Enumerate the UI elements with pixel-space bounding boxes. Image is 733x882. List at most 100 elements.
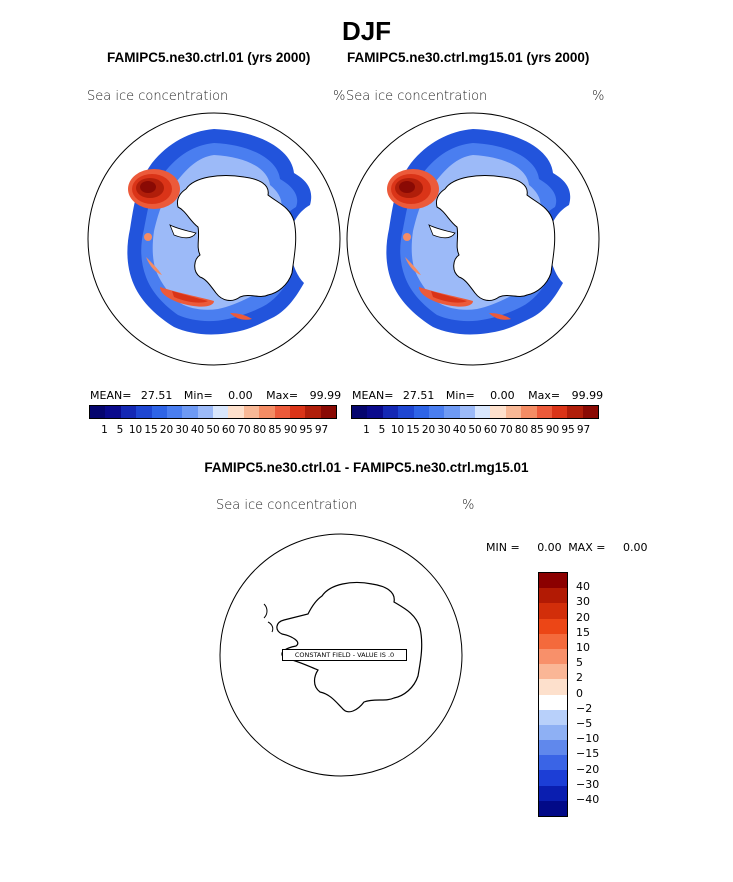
colorbar-bin <box>539 800 567 816</box>
colorbar-bin <box>151 406 167 418</box>
colorbar-bin <box>428 406 445 418</box>
colorbar-tick-label: 70 <box>499 424 513 436</box>
colorbar-tick-label: 0 <box>576 686 583 700</box>
left-mean-label: MEAN= <box>90 389 132 402</box>
colorbar-bin <box>136 406 152 418</box>
colorbar-bin <box>243 406 260 418</box>
colorbar-tick-label: −5 <box>576 717 593 730</box>
difference-title: FAMIPC5.ne30.ctrl.01 - FAMIPC5.ne30.ctrl… <box>204 460 529 475</box>
colorbar-tick-label: 10 <box>128 424 143 436</box>
colorbar-tick-label: 20 <box>576 610 590 624</box>
right-panel-case-title: FAMIPC5.ne30.ctrl.mg15.01 (yrs 2000) <box>347 50 590 65</box>
colorbar-tick-label: 2 <box>576 671 583 685</box>
colorbar-bin <box>539 679 567 695</box>
colorbar-tick-label: 20 <box>421 424 436 436</box>
colorbar-bin <box>320 406 336 418</box>
colorbar-tick-label: 85 <box>268 424 282 436</box>
colorbar-bin <box>539 740 567 756</box>
colorbar-bin <box>197 406 213 418</box>
colorbar-bin <box>582 406 598 418</box>
colorbar-bin <box>539 603 567 619</box>
colorbar-bin <box>536 406 552 418</box>
colorbar-tick-label: 10 <box>390 424 405 436</box>
colorbar-bin <box>213 406 229 418</box>
right-variable-label: Sea ice concentration <box>346 89 488 104</box>
left-min-label: Min= <box>183 389 213 402</box>
colorbar-tick-label: −40 <box>576 793 600 806</box>
colorbar-tick-label: 97 <box>576 424 591 436</box>
left-units-label: % <box>333 89 346 104</box>
colorbar-bin <box>182 406 198 418</box>
colorbar-bin <box>305 406 321 418</box>
colorbar-bin <box>228 406 244 418</box>
colorbar-bin <box>490 406 506 418</box>
colorbar-bin <box>166 406 183 418</box>
left-panel-case-title: FAMIPC5.ne30.ctrl.01 (yrs 2000) <box>107 50 311 65</box>
colorbar-tick-label: 15 <box>576 625 590 639</box>
colorbar-tick-label: 80 <box>514 424 529 436</box>
left-stats: MEAN= 27.51 Min= 0.00 Max= 99.99 <box>90 389 341 402</box>
left-variable-label: Sea ice concentration <box>87 89 229 104</box>
colorbar-bin <box>539 785 567 801</box>
colorbar-tick-label: 95 <box>561 424 575 436</box>
right-sea-ice-map <box>346 112 600 366</box>
colorbar-tick-label: 40 <box>576 580 590 594</box>
colorbar-tick-label: 80 <box>252 424 267 436</box>
left-max-value: 99.99 <box>309 389 342 402</box>
left-sea-ice-map <box>87 112 341 366</box>
colorbar-tick-label: 40 <box>452 424 467 436</box>
colorbar-bin <box>90 406 106 418</box>
right-min-value: 0.00 <box>490 389 515 402</box>
colorbar-bin <box>352 406 368 418</box>
colorbar-tick-label: 30 <box>576 595 590 609</box>
left-mean-value: 27.51 <box>140 389 173 402</box>
right-min-label: Min= <box>445 389 475 402</box>
colorbar-bin <box>521 406 537 418</box>
colorbar-bin <box>539 755 567 771</box>
difference-minmax: MIN = 0.00 MAX = 0.00 <box>486 541 647 554</box>
right-mean-value: 27.51 <box>402 389 435 402</box>
colorbar-tick-label: 40 <box>190 424 205 436</box>
difference-colorbar <box>538 572 568 817</box>
colorbar-tick-label: 70 <box>237 424 251 436</box>
right-max-label: Max= <box>528 389 561 402</box>
colorbar-bin <box>539 709 567 725</box>
colorbar-bin <box>398 406 414 418</box>
colorbar-bin <box>539 588 567 604</box>
colorbar-tick-label: −15 <box>576 747 600 761</box>
page-title: DJF <box>341 16 392 46</box>
right-units-label: % <box>592 89 605 104</box>
colorbar-tick-label: 60 <box>221 424 236 436</box>
right-mean-label: MEAN= <box>352 389 394 402</box>
right-max-value: 99.99 <box>571 389 604 402</box>
colorbar-bin <box>274 406 290 418</box>
colorbar-tick-label: 97 <box>314 424 329 436</box>
difference-max-value: 0.00 <box>622 541 648 554</box>
colorbar-tick-label: 10 <box>576 641 590 654</box>
colorbar-bin <box>539 770 567 786</box>
colorbar-bin <box>551 406 568 418</box>
colorbar-bin <box>539 694 567 710</box>
colorbar-tick-label: 5 <box>116 424 124 436</box>
left-colorbar <box>89 405 337 419</box>
colorbar-bin <box>105 406 121 418</box>
right-colorbar <box>351 405 599 419</box>
colorbar-bin <box>120 406 137 418</box>
colorbar-bin <box>382 406 399 418</box>
colorbar-bin <box>539 618 567 634</box>
colorbar-tick-label: 20 <box>159 424 174 436</box>
colorbar-bin <box>367 406 383 418</box>
colorbar-tick-label: 50 <box>468 424 482 436</box>
difference-variable-label: Sea ice concentration <box>216 498 358 513</box>
colorbar-tick-label: 15 <box>144 424 158 436</box>
colorbar-tick-label: 5 <box>378 424 386 436</box>
colorbar-tick-label: −10 <box>576 732 600 746</box>
colorbar-tick-label: 1 <box>101 424 108 436</box>
difference-units-label: % <box>462 498 475 513</box>
colorbar-tick-label: 85 <box>530 424 544 436</box>
colorbar-bin <box>539 633 567 649</box>
right-stats: MEAN= 27.51 Min= 0.00 Max= 99.99 <box>352 389 603 402</box>
colorbar-bin <box>289 406 306 418</box>
colorbar-tick-label: −2 <box>576 701 593 715</box>
left-min-value: 0.00 <box>228 389 253 402</box>
